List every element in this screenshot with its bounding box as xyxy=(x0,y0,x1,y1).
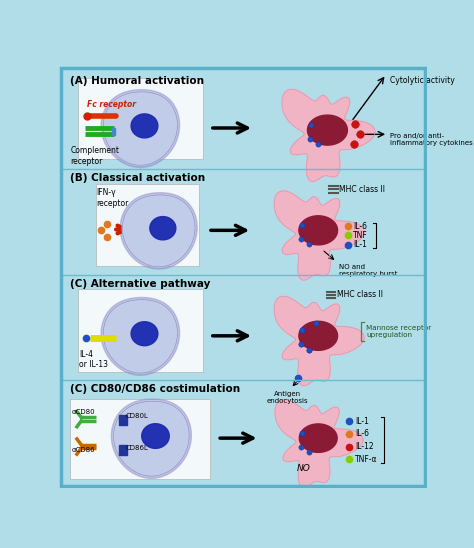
Polygon shape xyxy=(114,401,189,476)
Polygon shape xyxy=(131,114,158,138)
Text: Pro and/or anti-
inflammatory cytokines: Pro and/or anti- inflammatory cytokines xyxy=(390,134,473,146)
Polygon shape xyxy=(274,296,364,386)
Polygon shape xyxy=(274,191,364,280)
Bar xyxy=(119,415,127,425)
Text: TNF: TNF xyxy=(353,231,368,240)
Text: Fc receptor: Fc receptor xyxy=(87,100,136,109)
Text: Antigen
endocytosis: Antigen endocytosis xyxy=(266,391,308,404)
Text: IL-1: IL-1 xyxy=(355,417,369,426)
Text: IL-6: IL-6 xyxy=(355,430,369,438)
Polygon shape xyxy=(101,90,180,168)
Polygon shape xyxy=(111,399,191,478)
Polygon shape xyxy=(103,92,177,165)
Text: IL-4
or IL-13: IL-4 or IL-13 xyxy=(80,350,109,369)
Text: MHC class II: MHC class II xyxy=(339,185,385,194)
Text: Mannose receptor
upregulation: Mannose receptor upregulation xyxy=(366,325,431,338)
FancyBboxPatch shape xyxy=(70,399,210,480)
Polygon shape xyxy=(275,399,363,487)
Bar xyxy=(119,445,127,455)
Text: (A) Humoral activation: (A) Humoral activation xyxy=(70,76,204,86)
Text: IL-12: IL-12 xyxy=(355,442,374,451)
Polygon shape xyxy=(103,300,177,373)
Polygon shape xyxy=(120,193,197,269)
Text: MHC class II: MHC class II xyxy=(337,290,383,299)
Text: NO: NO xyxy=(297,464,310,473)
FancyBboxPatch shape xyxy=(78,289,202,372)
Text: CD86L: CD86L xyxy=(126,445,149,451)
Text: αCD86: αCD86 xyxy=(72,447,96,453)
Polygon shape xyxy=(282,89,375,181)
FancyBboxPatch shape xyxy=(78,78,202,158)
Text: IL-6: IL-6 xyxy=(353,221,367,231)
Polygon shape xyxy=(150,216,176,240)
Text: Cytolytic activity: Cytolytic activity xyxy=(390,76,455,85)
Text: CD80L: CD80L xyxy=(126,413,149,419)
Polygon shape xyxy=(299,321,337,350)
Text: (B) Classical activation: (B) Classical activation xyxy=(70,173,205,184)
Text: TNF-α: TNF-α xyxy=(355,455,377,464)
Text: IL-1: IL-1 xyxy=(353,240,367,249)
Polygon shape xyxy=(142,424,169,448)
Bar xyxy=(112,128,116,135)
Polygon shape xyxy=(308,115,347,145)
FancyBboxPatch shape xyxy=(96,184,199,266)
Text: Complement
receptor: Complement receptor xyxy=(70,146,119,165)
Text: IFN-γ
receptor: IFN-γ receptor xyxy=(96,188,128,208)
Text: NO and
respiratory burst: NO and respiratory burst xyxy=(339,264,398,277)
Text: (C) CD80/CD86 costimulation: (C) CD80/CD86 costimulation xyxy=(70,384,240,395)
Polygon shape xyxy=(299,424,337,452)
Polygon shape xyxy=(101,298,180,375)
Text: (C) Alternative pathway: (C) Alternative pathway xyxy=(70,279,210,289)
Polygon shape xyxy=(131,322,158,346)
Polygon shape xyxy=(299,216,337,245)
Text: αCD80: αCD80 xyxy=(72,409,96,415)
Polygon shape xyxy=(122,195,195,267)
